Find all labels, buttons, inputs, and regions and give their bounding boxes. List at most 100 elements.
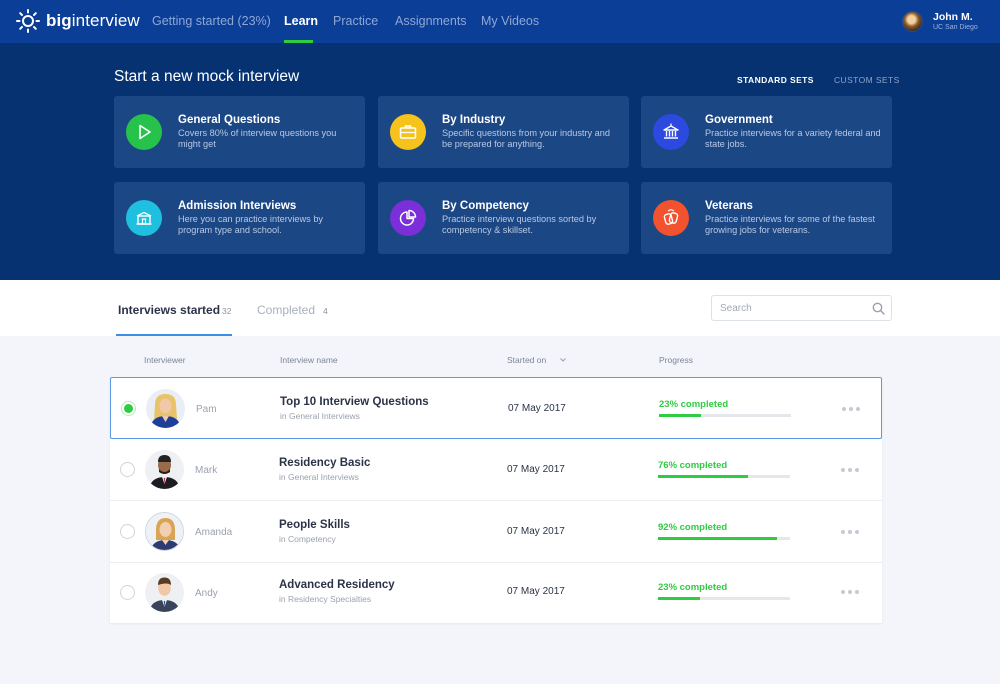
- interview-category: in General Interviews: [280, 411, 360, 421]
- row-select-radio[interactable]: [120, 524, 135, 539]
- tab-standard-sets[interactable]: STANDARD SETS: [737, 75, 814, 85]
- brand-name: biginterview: [46, 11, 140, 31]
- search-input[interactable]: [720, 301, 870, 316]
- interview-name[interactable]: Advanced Residency: [279, 579, 395, 591]
- table-row[interactable]: Mark Residency Basic in General Intervie…: [110, 439, 882, 501]
- table-row[interactable]: Amanda People Skills in Competency 07 Ma…: [110, 501, 882, 563]
- interviewer-avatar: [146, 389, 185, 428]
- nav-assignments[interactable]: Assignments: [395, 14, 467, 28]
- started-on-date: 07 May 2017: [507, 586, 565, 597]
- progress-bar-fill: [659, 414, 702, 417]
- progress-bar-fill: [658, 537, 777, 540]
- more-options-icon[interactable]: [840, 529, 860, 535]
- card-title: General Questions: [178, 114, 281, 126]
- card-government[interactable]: Government Practice interviews for a var…: [641, 96, 892, 168]
- card-description: Specific questions from your industry an…: [442, 128, 611, 149]
- hero-title: Start a new mock interview: [114, 68, 300, 85]
- school-building-icon: [126, 200, 162, 236]
- card-by-competency[interactable]: By Competency Practice interview questio…: [378, 182, 629, 254]
- interview-name[interactable]: People Skills: [279, 519, 350, 531]
- interviews-table: Pam Top 10 Interview Questions in Genera…: [110, 377, 882, 623]
- interviewer-avatar: [145, 450, 184, 489]
- top-navigation: biginterview Getting started (23%) Learn…: [0, 0, 1000, 43]
- nav-learn[interactable]: Learn: [284, 14, 319, 28]
- card-description: Practice interview questions sorted by c…: [442, 214, 597, 235]
- card-by-industry[interactable]: By Industry Specific questions from your…: [378, 96, 629, 168]
- card-title: By Competency: [442, 200, 529, 212]
- table-row[interactable]: Pam Top 10 Interview Questions in Genera…: [110, 377, 882, 439]
- interviewer-name: Mark: [195, 465, 218, 476]
- brand-name-bold: big: [46, 11, 72, 30]
- progress-bar: [659, 414, 791, 417]
- table-row[interactable]: Andy Advanced Residency in Residency Spe…: [110, 563, 882, 623]
- progress-bar: [658, 537, 790, 540]
- user-school: UC San Diego: [933, 24, 978, 31]
- more-options-icon[interactable]: [841, 406, 861, 412]
- card-general-questions[interactable]: General Questions Covers 80% of intervie…: [114, 96, 365, 168]
- progress-label: 92% completed: [658, 522, 728, 533]
- interviewer-name: Andy: [195, 588, 218, 599]
- interviewer-name: Amanda: [195, 527, 233, 538]
- tab-active-indicator: [116, 334, 232, 336]
- search-box[interactable]: [711, 295, 892, 321]
- sun-icon: [16, 9, 40, 33]
- interview-category: in General Interviews: [279, 472, 359, 482]
- chevron-down-icon[interactable]: [559, 356, 567, 364]
- completed-count: 4: [323, 306, 328, 316]
- progress-label: 76% completed: [658, 460, 728, 471]
- interviewer-avatar: [145, 512, 184, 551]
- briefcase-icon: [390, 114, 426, 150]
- search-icon[interactable]: [872, 302, 885, 315]
- tab-completed[interactable]: Completed: [257, 303, 316, 317]
- interview-category: in Residency Specialties: [279, 594, 372, 604]
- more-options-icon[interactable]: [840, 589, 860, 595]
- started-on-date: 07 May 2017: [507, 526, 565, 537]
- column-header-interview-name: Interview name: [280, 355, 338, 365]
- card-description: Here you can practice interviews by prog…: [178, 214, 324, 235]
- row-select-radio[interactable]: [120, 462, 135, 477]
- card-title: Admission Interviews: [178, 200, 297, 212]
- started-on-date: 07 May 2017: [507, 464, 565, 475]
- card-title: By Industry: [442, 114, 506, 126]
- interviewer-name: Pam: [196, 404, 217, 415]
- brand-logo[interactable]: biginterview: [16, 9, 140, 33]
- column-header-started-on[interactable]: Started on: [507, 355, 547, 365]
- pie-chart-icon: [390, 200, 426, 236]
- row-select-radio[interactable]: [120, 585, 135, 600]
- brand-name-light: interview: [71, 11, 140, 30]
- card-description: Practice interviews for some of the fast…: [705, 214, 876, 235]
- user-name[interactable]: John M.: [933, 11, 973, 23]
- nav-practice[interactable]: Practice: [333, 14, 379, 28]
- interview-name[interactable]: Top 10 Interview Questions: [280, 396, 429, 408]
- column-header-interviewer: Interviewer: [144, 355, 186, 365]
- nav-my-videos[interactable]: My Videos: [481, 14, 540, 28]
- progress-label: 23% completed: [658, 582, 728, 593]
- card-admission-interviews[interactable]: Admission Interviews Here you can practi…: [114, 182, 365, 254]
- started-on-date: 07 May 2017: [508, 403, 566, 414]
- more-options-icon[interactable]: [840, 467, 860, 473]
- progress-label: 23% completed: [659, 399, 729, 410]
- nav-getting-started[interactable]: Getting started (23%): [152, 14, 271, 28]
- mock-interview-hero: Start a new mock interview STANDARD SETS…: [0, 43, 1000, 280]
- nav-active-indicator: [284, 40, 313, 43]
- card-veterans[interactable]: Veterans Practice interviews for some of…: [641, 182, 892, 254]
- interview-name[interactable]: Residency Basic: [279, 457, 371, 469]
- progress-bar: [658, 475, 790, 478]
- interview-category: in Competency: [279, 534, 336, 544]
- card-description: Covers 80% of interview questions you mi…: [178, 128, 337, 149]
- user-avatar[interactable]: [902, 11, 923, 32]
- progress-bar-fill: [658, 475, 748, 478]
- play-icon: [126, 114, 162, 150]
- tab-interviews-started[interactable]: Interviews started: [118, 303, 221, 317]
- card-description: Practice interviews for a variety federa…: [705, 128, 881, 149]
- interviewer-avatar: [145, 573, 184, 612]
- progress-bar-fill: [658, 597, 701, 600]
- tab-custom-sets[interactable]: CUSTOM SETS: [834, 75, 900, 85]
- interviews-started-count: 32: [222, 306, 232, 316]
- government-building-icon: [653, 114, 689, 150]
- column-header-progress: Progress: [659, 355, 694, 365]
- dog-tags-icon: [653, 200, 689, 236]
- card-title: Government: [705, 114, 773, 126]
- interview-tabs: Interviews started 32 Completed 4: [0, 280, 1000, 336]
- row-select-radio[interactable]: [121, 401, 136, 416]
